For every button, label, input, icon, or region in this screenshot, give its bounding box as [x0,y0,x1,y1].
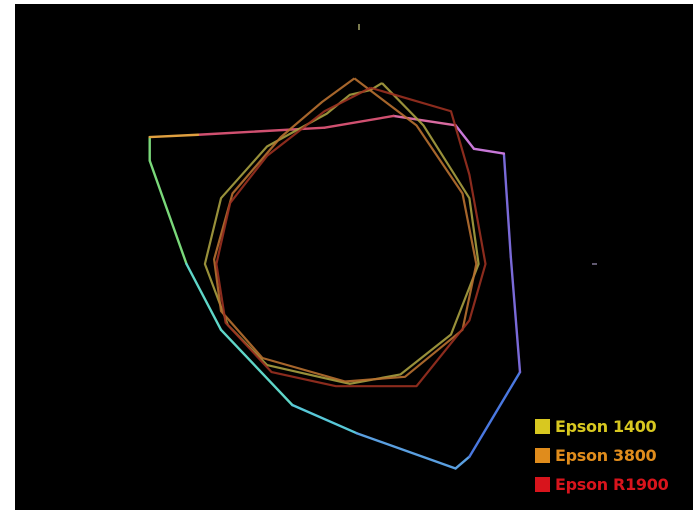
reference-gamut-segment [454,124,476,151]
gamut-chart [128,24,597,494]
reference-gamut-segment [323,114,395,129]
reference-gamut-segment [355,432,457,470]
legend-label-epson-1400: Epson 1400 [555,417,657,436]
legend-label-epson-r1900: Epson R1900 [555,475,669,494]
legend-swatch-epson-1400 [535,419,550,434]
legend: Epson 1400 Epson 3800 Epson R1900 [535,412,669,499]
legend-swatch-epson-r1900 [535,477,550,492]
reference-gamut-segment [148,133,200,139]
reference-gamut-segment [468,370,522,458]
legend-item-epson-1400: Epson 1400 [535,412,668,441]
reference-gamut-segment [185,262,223,331]
legend-label-epson-3800: Epson 3800 [555,446,657,465]
reference-gamut-segment [472,147,506,155]
axes [128,24,597,494]
reference-gamut-segment [502,152,512,259]
series-line-epson-r1900 [215,86,487,388]
series-line-epson-3800 [213,77,478,383]
reference-gamut-segment [196,126,326,136]
reference-gamut-segment [509,255,522,374]
reference-gamut-segment [454,455,471,470]
reference-gamut-segment [148,159,188,266]
series-group [203,77,487,388]
reference-gamut [148,114,522,470]
reference-gamut-segment [219,328,294,407]
legend-item-epson-r1900: Epson R1900 [535,470,669,499]
gamut-plot: Epson 1400 Epson 3800 Epson R1900 [15,4,693,510]
legend-item-epson-3800: Epson 3800 [535,441,668,470]
legend-swatch-epson-3800 [535,448,550,463]
reference-gamut-segment [291,403,358,435]
reference-gamut-segment [392,114,457,127]
